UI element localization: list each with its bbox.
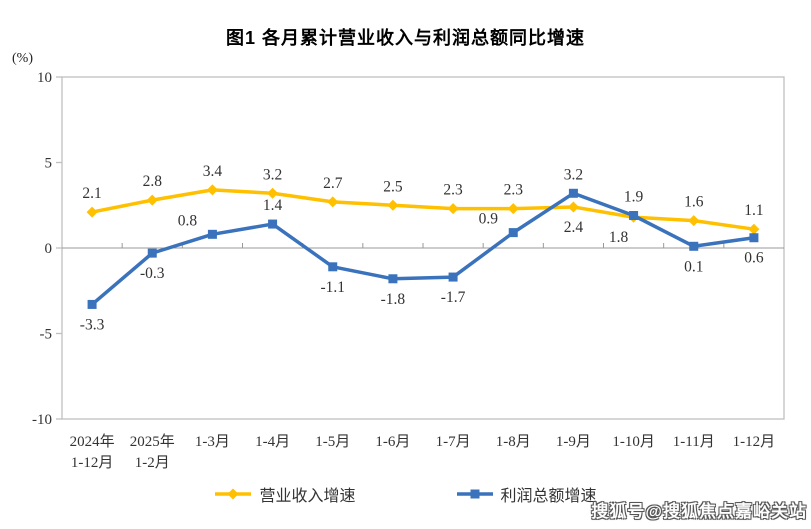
svg-text:1-10月: 1-10月 — [612, 434, 655, 450]
svg-text:2024年: 2024年 — [70, 433, 115, 450]
profit-growth-data-label: 0.1 — [684, 258, 703, 275]
svg-text:1-3月: 1-3月 — [195, 434, 230, 450]
svg-text:1-12月: 1-12月 — [733, 434, 776, 450]
svg-text:1-11月: 1-11月 — [673, 434, 715, 450]
revenue-growth-data-label: 2.5 — [383, 178, 403, 195]
profit-growth-data-label: 3.2 — [564, 166, 583, 183]
svg-text:1-6月: 1-6月 — [375, 434, 410, 450]
svg-text:0: 0 — [45, 241, 53, 257]
profit-growth-data-label: 0.9 — [479, 211, 499, 228]
revenue-growth-data-label: 1.8 — [609, 229, 629, 246]
chart-legend: 营业收入增速 利润总额增速 — [0, 482, 811, 506]
profit-growth-data-label: -3.3 — [80, 316, 105, 333]
svg-text:1-12月: 1-12月 — [71, 455, 114, 471]
svg-text:1-9月: 1-9月 — [556, 434, 591, 450]
profit-growth-data-label: -1.1 — [320, 279, 345, 296]
revenue-growth-data-label: 2.1 — [82, 185, 101, 202]
svg-text:1-8月: 1-8月 — [496, 434, 531, 450]
y-axis-unit-label: (%) — [12, 51, 33, 66]
profit-growth-data-label: -1.8 — [381, 291, 406, 308]
chart-title: 图1 各月累计营业收入与利润总额同比增速 — [225, 28, 585, 48]
revenue-growth-data-label: 3.2 — [263, 166, 282, 183]
svg-text:-10: -10 — [32, 412, 52, 428]
svg-text:2025年: 2025年 — [130, 433, 175, 450]
revenue-growth-data-label: 1.1 — [744, 202, 763, 219]
revenue-growth-data-label: 3.4 — [203, 163, 223, 180]
profit-growth-data-label: -1.7 — [441, 289, 466, 306]
line-chart-plot: 10 5 0 -5 -10 2024年 1-12月 2025年 1-2月 1-3月 1-4月 1-5月… — [32, 70, 785, 471]
revenue-growth-data-label: 2.8 — [143, 173, 163, 190]
legend-item-profit-growth: 利润总额增速 — [456, 482, 597, 506]
x-axis-labels: 2024年 1-12月 2025年 1-2月 1-3月 1-4月 1-5月 1-6月 1-7月 1… — [70, 433, 776, 471]
revenue-growth-data-label: 1.6 — [684, 194, 704, 211]
revenue-growth-series: 2.1 2.8 3.4 3.2 2.7 2.5 2.3 2.3 2.4 1.8 1.6 1.1 — [82, 163, 763, 246]
svg-text:1-2月: 1-2月 — [135, 455, 170, 471]
watermark: 搜狐号@搜狐焦点嘉峪关站 — [591, 502, 807, 521]
revenue-growth-data-label: 2.7 — [323, 175, 343, 192]
profit-growth-data-label: 1.9 — [624, 189, 644, 206]
svg-text:10: 10 — [37, 70, 52, 86]
revenue-growth-data-label: 2.4 — [564, 219, 584, 236]
profit-growth-data-label: 0.6 — [744, 250, 764, 267]
svg-text:1-7月: 1-7月 — [436, 434, 471, 450]
legend-item-revenue-growth: 营业收入增速 — [214, 482, 356, 506]
profit-growth-series: -3.3 -0.3 0.8 1.4 -1.1 -1.8 -1.7 0.9 3.2 1.9 0.1 0.… — [80, 166, 764, 333]
legend-label-revenue-growth: 营业收入增速 — [259, 488, 356, 505]
svg-text:5: 5 — [45, 156, 53, 172]
svg-text:1-4月: 1-4月 — [255, 434, 290, 450]
diamond-marker-icon — [215, 488, 252, 500]
revenue-growth-data-label: 2.3 — [443, 182, 463, 199]
profit-growth-data-label: 0.8 — [178, 212, 198, 229]
square-marker-icon — [456, 489, 493, 499]
profit-growth-data-label: 1.4 — [263, 197, 283, 214]
revenue-growth-data-label: 2.3 — [504, 182, 524, 199]
svg-text:1-5月: 1-5月 — [315, 434, 350, 450]
plot-axes: 10 5 0 -5 -10 — [32, 70, 785, 428]
legend-label-profit-growth: 利润总额增速 — [500, 488, 597, 505]
profit-growth-data-label: -0.3 — [140, 265, 165, 282]
svg-text:-5: -5 — [40, 327, 53, 343]
